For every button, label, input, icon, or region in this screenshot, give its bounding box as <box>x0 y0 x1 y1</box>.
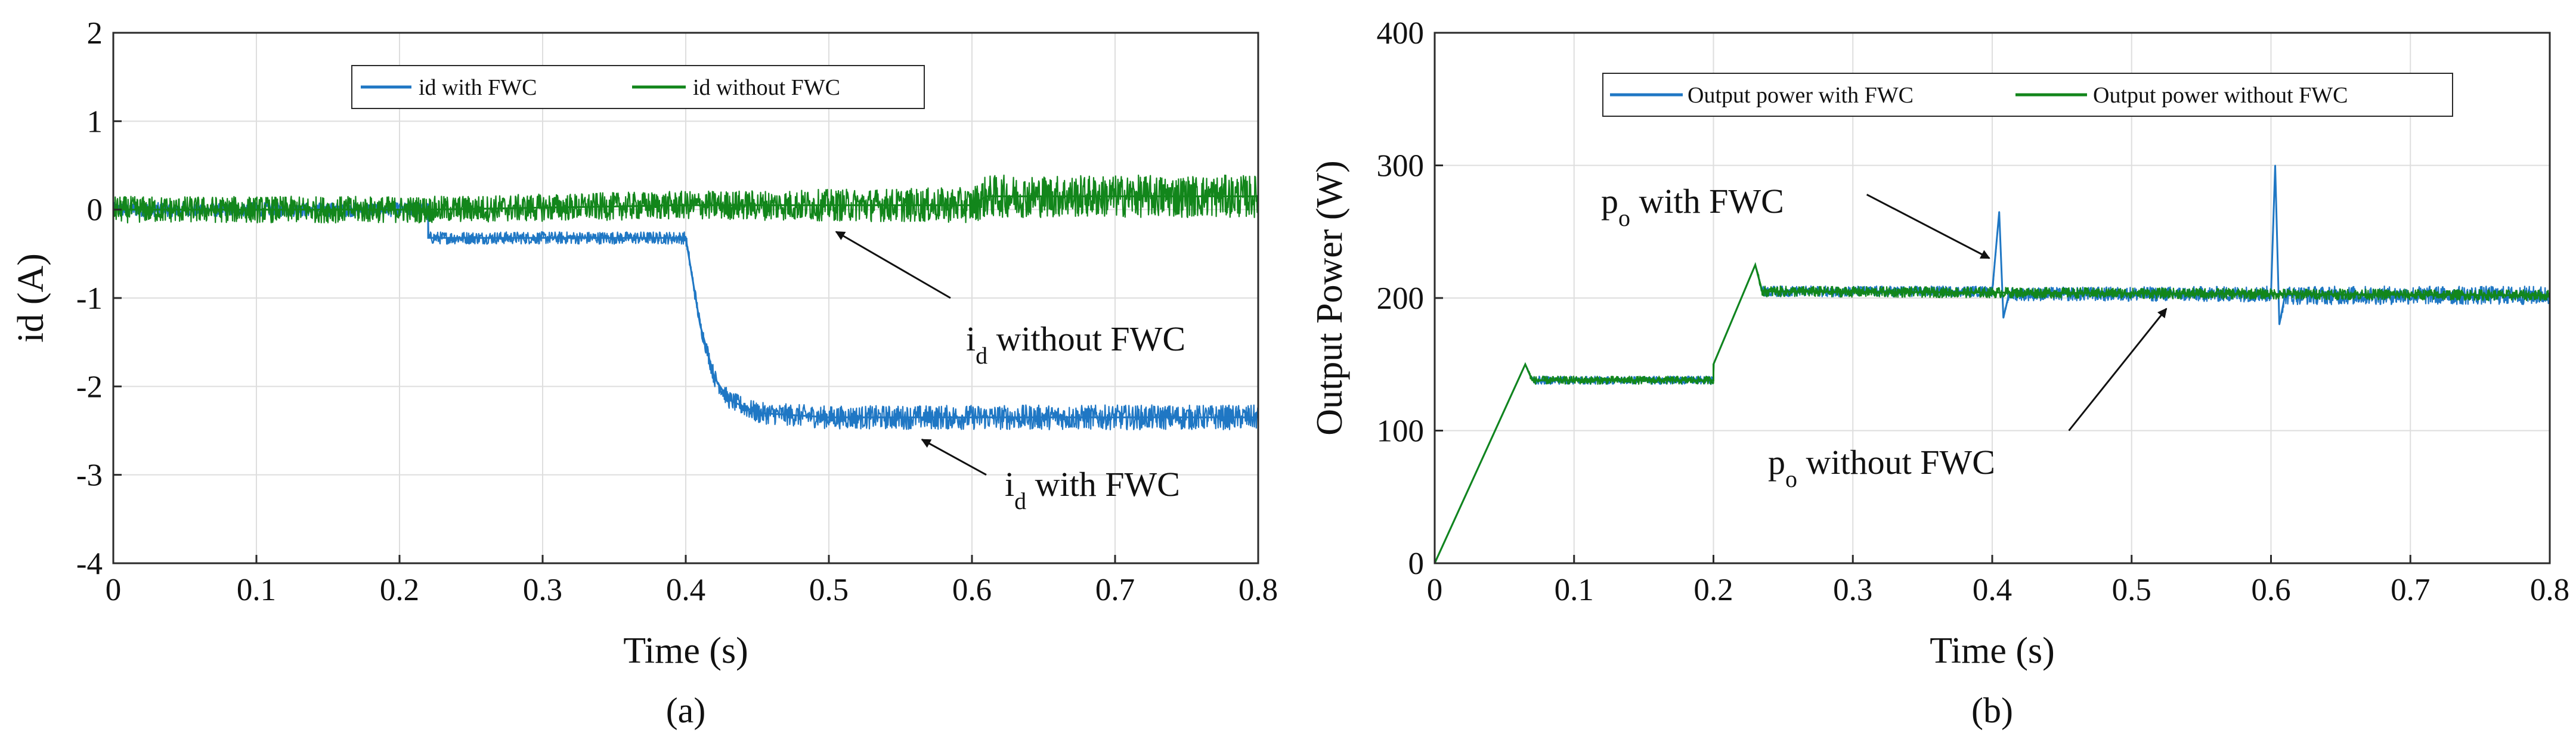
x-tick-label: 0.3 <box>1833 573 1872 607</box>
annotation-id-without-fwc: id without FWC <box>835 231 1185 369</box>
x-tick-label: 0.2 <box>380 573 419 607</box>
annotation-arrow-id-with-fwc <box>921 439 987 476</box>
y-tick-label: 0 <box>1408 547 1425 581</box>
x-tick-label: 0 <box>1427 573 1443 607</box>
y-tick-label: 0 <box>87 193 103 228</box>
series-envelope-without-fwc-b <box>1435 262 2550 563</box>
series-envelope-with-fwc-a <box>113 209 1258 418</box>
annotation-id-with-fwc: id with FWC <box>921 439 1180 514</box>
x-tick-label: 0.6 <box>952 573 992 607</box>
legend-label-with-fwc-b: Output power with FWC <box>1688 83 1914 108</box>
series-layer-b <box>1435 165 2550 563</box>
legend-a: id with FWC id without FWC <box>351 65 925 109</box>
annotation-arrow-id-without-fwc <box>835 231 951 299</box>
y-tick-label: -3 <box>76 458 103 493</box>
y-tick-label: -4 <box>76 547 103 581</box>
x-tick-label: 0.5 <box>809 573 849 607</box>
x-tick-label: 0.7 <box>1095 573 1135 607</box>
annotation-po-with-fwc: po with FWC <box>1601 182 1990 259</box>
x-tick-label: 0.2 <box>1693 573 1733 607</box>
y-ticks-b: 0 100 200 300 400 <box>1377 16 1443 581</box>
x-axis-label-a: Time (s) <box>623 631 748 671</box>
x-tick-label: 0.5 <box>2112 573 2151 607</box>
legend-label-with-fwc-a: id with FWC <box>419 75 537 100</box>
caption-a: (a) <box>666 691 706 730</box>
x-tick-label: 0.1 <box>237 573 276 607</box>
x-tick-label: 0.8 <box>1239 573 1278 607</box>
x-axis-label-b: Time (s) <box>1930 631 2055 671</box>
x-tick-label: 0.1 <box>1555 573 1594 607</box>
y-tick-label: 2 <box>87 16 103 51</box>
y-tick-label: 100 <box>1377 414 1425 449</box>
annotation-label-id-with-fwc: id with FWC <box>1005 465 1180 514</box>
legend-label-without-fwc-b: Output power without FWC <box>2093 83 2348 108</box>
y-axis-label-b: Output Power (W) <box>1309 160 1350 435</box>
y-tick-label: 400 <box>1377 16 1425 51</box>
x-tick-label: 0.8 <box>2530 573 2569 607</box>
y-ticks-a: -4 -3 -2 -1 0 1 2 <box>76 16 122 581</box>
x-tick-label: 0.4 <box>666 573 705 607</box>
x-tick-label: 0.4 <box>1973 573 2012 607</box>
x-tick-label: 0.3 <box>523 573 562 607</box>
y-tick-label: 1 <box>87 104 103 139</box>
y-tick-label: -1 <box>76 281 103 316</box>
annotation-label-po-without-fwc: po without FWC <box>1768 443 1995 492</box>
legend-box-b <box>1602 73 2453 117</box>
series-layer-a <box>113 174 1258 431</box>
annotation-label-po-with-fwc: po with FWC <box>1601 182 1784 231</box>
x-tick-label: 0.6 <box>2251 573 2290 607</box>
legend-label-without-fwc-a: id without FWC <box>693 75 840 100</box>
y-tick-label: 300 <box>1377 149 1425 184</box>
chart-panel-a: 0 0.1 0.2 0.3 0.4 0.5 0.6 0.7 0.8 -4 -3 -2 -1 0 1 2 Ti… <box>11 16 1278 730</box>
x-tick-label: 0 <box>106 573 122 607</box>
x-ticks-a: 0 0.1 0.2 0.3 0.4 0.5 0.6 0.7 0.8 <box>106 555 1278 607</box>
caption-b: (b) <box>1971 691 2013 730</box>
y-axis-label-a: id (A) <box>11 253 51 343</box>
y-tick-label: 200 <box>1377 281 1425 316</box>
x-tick-label: 0.7 <box>2391 573 2430 607</box>
annotation-po-without-fwc: po without FWC <box>1768 308 2168 492</box>
legend-b: Output power with FWC Output power witho… <box>1602 73 2453 117</box>
chart-panel-b: 0 0.1 0.2 0.3 0.4 0.5 0.6 0.7 0.8 0100200300400 … <box>1309 16 2569 730</box>
series-envelope-without-fwc-a <box>113 195 1258 211</box>
annotation-arrow-po-with-fwc <box>1866 194 1990 259</box>
annotation-label-id-without-fwc: id without FWC <box>966 319 1185 369</box>
annotation-arrow-po-without-fwc <box>2068 308 2168 432</box>
y-tick-label: -2 <box>76 370 103 404</box>
x-ticks-b: 0 0.1 0.2 0.3 0.4 0.5 0.6 0.7 0.8 <box>1427 555 2569 607</box>
